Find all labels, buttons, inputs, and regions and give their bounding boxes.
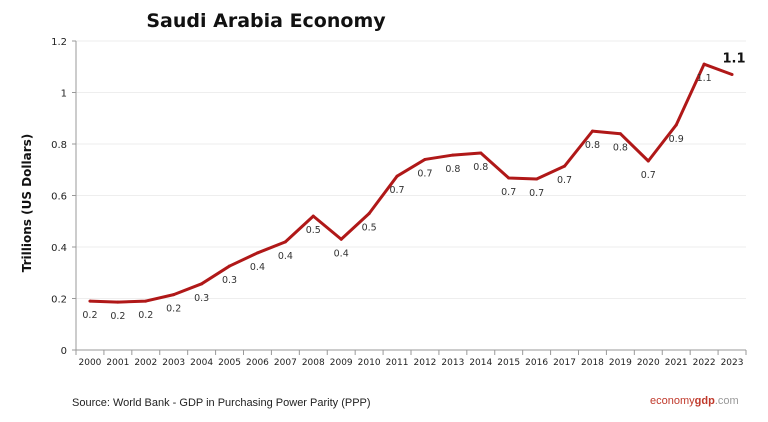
data-point xyxy=(395,174,399,178)
data-label: 0.4 xyxy=(278,251,293,262)
y-tick-label: 0.2 xyxy=(51,295,67,306)
data-label: 0.4 xyxy=(334,248,349,259)
data-point xyxy=(116,300,120,304)
y-tick-label: 1.2 xyxy=(51,37,67,48)
source-note: Source: World Bank - GDP in Purchasing P… xyxy=(72,397,371,409)
data-point xyxy=(590,129,594,133)
data-point xyxy=(535,177,539,181)
data-label: 0.7 xyxy=(529,188,544,199)
x-tick-label: 2014 xyxy=(469,358,492,368)
x-tick-label: 2007 xyxy=(274,358,297,368)
series-line xyxy=(89,62,733,304)
y-tick-label: 0.6 xyxy=(51,192,67,203)
data-label: 0.2 xyxy=(110,311,125,322)
data-point xyxy=(618,132,622,136)
x-tick-label: 2001 xyxy=(106,358,129,368)
line-chart: Saudi Arabia Economy Trillions (US Dolla… xyxy=(20,10,747,368)
data-label: 0.8 xyxy=(585,140,600,151)
data-label: 0.8 xyxy=(473,162,488,173)
data-label: 0.7 xyxy=(501,187,516,198)
data-label: 0.5 xyxy=(362,223,377,234)
data-label: 0.5 xyxy=(306,225,321,236)
x-tick-label: 2009 xyxy=(330,358,353,368)
data-point xyxy=(339,237,343,241)
data-label: 0.2 xyxy=(166,304,181,315)
data-point xyxy=(563,164,567,168)
x-tick-label: 2004 xyxy=(190,358,213,368)
x-tick-label: 2018 xyxy=(581,358,604,368)
data-point xyxy=(674,123,678,127)
data-label: 0.7 xyxy=(417,168,432,179)
data-point xyxy=(228,264,232,268)
data-label: 1.1 xyxy=(723,51,746,66)
x-tick-label: 2000 xyxy=(79,358,102,368)
data-label: 0.2 xyxy=(82,310,97,321)
data-point xyxy=(311,214,315,218)
data-label: 0.8 xyxy=(445,164,460,175)
x-tick-label: 2010 xyxy=(358,358,381,368)
x-tick-label: 2008 xyxy=(302,358,325,368)
data-label: 0.7 xyxy=(557,175,572,186)
data-point xyxy=(451,153,455,157)
x-tick-label: 2021 xyxy=(665,358,688,368)
data-point xyxy=(423,157,427,161)
x-tick-label: 2017 xyxy=(553,358,576,368)
data-point xyxy=(172,293,176,297)
data-label: 0.4 xyxy=(250,262,265,273)
y-tick-label: 0.4 xyxy=(51,243,67,254)
data-label: 0.8 xyxy=(613,143,628,154)
data-point xyxy=(646,159,650,163)
data-label: 0.2 xyxy=(138,310,153,321)
x-tick-label: 2020 xyxy=(637,358,660,368)
data-point xyxy=(283,240,287,244)
brand-logo: economygdp.com xyxy=(650,395,739,407)
y-axis-label: Trillions (US Dollars) xyxy=(20,134,34,272)
x-tick-label: 2002 xyxy=(134,358,157,368)
data-point xyxy=(144,299,148,303)
x-tick-label: 2003 xyxy=(162,358,185,368)
x-tick-label: 2005 xyxy=(218,358,241,368)
data-point xyxy=(730,72,734,76)
data-point xyxy=(367,212,371,216)
data-label: 0.3 xyxy=(222,275,237,286)
data-point xyxy=(88,299,92,303)
x-tick-label: 2012 xyxy=(414,358,437,368)
y-tick-label: 0 xyxy=(61,346,67,357)
x-tick-label: 2019 xyxy=(609,358,632,368)
x-tick-label: 2022 xyxy=(693,358,716,368)
data-label: 0.7 xyxy=(641,170,656,181)
data-point xyxy=(479,151,483,155)
data-label: 0.3 xyxy=(194,293,209,304)
chart-title: Saudi Arabia Economy xyxy=(146,10,386,32)
x-tick-label: 2016 xyxy=(525,358,548,368)
x-tick-label: 2011 xyxy=(386,358,409,368)
data-label: 0.7 xyxy=(389,185,404,196)
x-tick-label: 2023 xyxy=(721,358,744,368)
data-point xyxy=(200,282,204,286)
x-tick-label: 2006 xyxy=(246,358,269,368)
data-point xyxy=(702,62,706,66)
data-point xyxy=(255,251,259,255)
y-tick-label: 0.8 xyxy=(51,140,67,151)
data-label: 0.9 xyxy=(669,134,684,145)
y-tick-label: 1 xyxy=(61,89,67,100)
x-tick-label: 2013 xyxy=(441,358,464,368)
x-tick-label: 2015 xyxy=(497,358,520,368)
data-label: 1.1 xyxy=(697,73,712,84)
data-point xyxy=(507,176,511,180)
